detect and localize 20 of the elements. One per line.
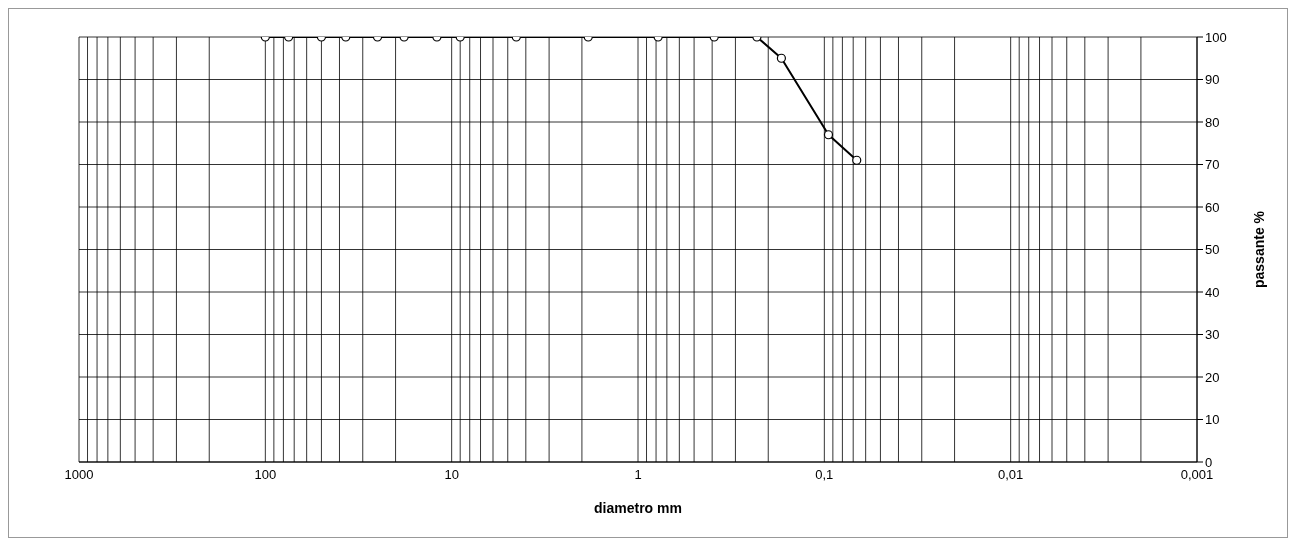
x-tick-label: 0,1 (815, 467, 834, 483)
x-tick-label: 0,001 (1180, 467, 1214, 483)
y-tick-label: 60 (1205, 199, 1220, 215)
y-tick-label: 0 (1205, 454, 1213, 470)
x-axis-title: diametro mm (594, 500, 682, 516)
y-tick-label: 70 (1205, 157, 1220, 173)
x-tick-label: 0,01 (998, 467, 1024, 483)
x-tick-label: 1000 (64, 467, 94, 483)
y-tick-label: 30 (1205, 327, 1220, 343)
y-tick-label: 100 (1205, 29, 1227, 45)
x-tick-label: 10 (444, 467, 459, 483)
y-tick-label: 10 (1205, 412, 1220, 428)
y-tick-label: 50 (1205, 242, 1220, 258)
y-tick-label: 80 (1205, 114, 1220, 130)
x-tick-label: 100 (254, 467, 277, 483)
x-tick-label: 1 (634, 467, 642, 483)
y-tick-label: 90 (1205, 72, 1220, 88)
y-tick-label: 40 (1205, 284, 1220, 300)
y-axis-title: passante % (1250, 210, 1267, 289)
y-tick-label: 20 (1205, 369, 1220, 385)
